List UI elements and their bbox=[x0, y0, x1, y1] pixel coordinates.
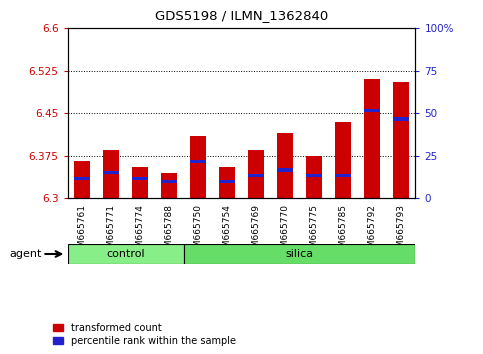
Bar bbox=[219, 179, 235, 183]
Bar bbox=[184, 244, 415, 264]
Bar bbox=[364, 109, 380, 112]
Bar bbox=[161, 179, 177, 183]
Bar bbox=[132, 177, 148, 180]
Text: GDS5198 / ILMN_1362840: GDS5198 / ILMN_1362840 bbox=[155, 9, 328, 22]
Bar bbox=[103, 171, 119, 175]
Bar bbox=[190, 136, 206, 198]
Bar bbox=[103, 150, 119, 198]
Bar bbox=[74, 177, 90, 180]
Text: silica: silica bbox=[285, 249, 313, 259]
Bar bbox=[68, 244, 184, 264]
Bar bbox=[132, 167, 148, 198]
Bar bbox=[335, 174, 351, 177]
Bar bbox=[248, 150, 264, 198]
Text: agent: agent bbox=[10, 249, 42, 259]
Bar bbox=[393, 82, 409, 198]
Bar bbox=[161, 173, 177, 198]
Text: control: control bbox=[106, 249, 145, 259]
Bar bbox=[364, 79, 380, 198]
Legend: transformed count, percentile rank within the sample: transformed count, percentile rank withi… bbox=[53, 323, 236, 346]
Bar bbox=[219, 167, 235, 198]
Bar bbox=[393, 117, 409, 121]
Bar bbox=[277, 168, 293, 172]
Bar bbox=[190, 160, 206, 163]
Bar bbox=[306, 174, 322, 177]
Bar bbox=[248, 174, 264, 177]
Bar bbox=[277, 133, 293, 198]
Bar bbox=[335, 122, 351, 198]
Bar bbox=[306, 156, 322, 198]
Bar bbox=[74, 161, 90, 198]
